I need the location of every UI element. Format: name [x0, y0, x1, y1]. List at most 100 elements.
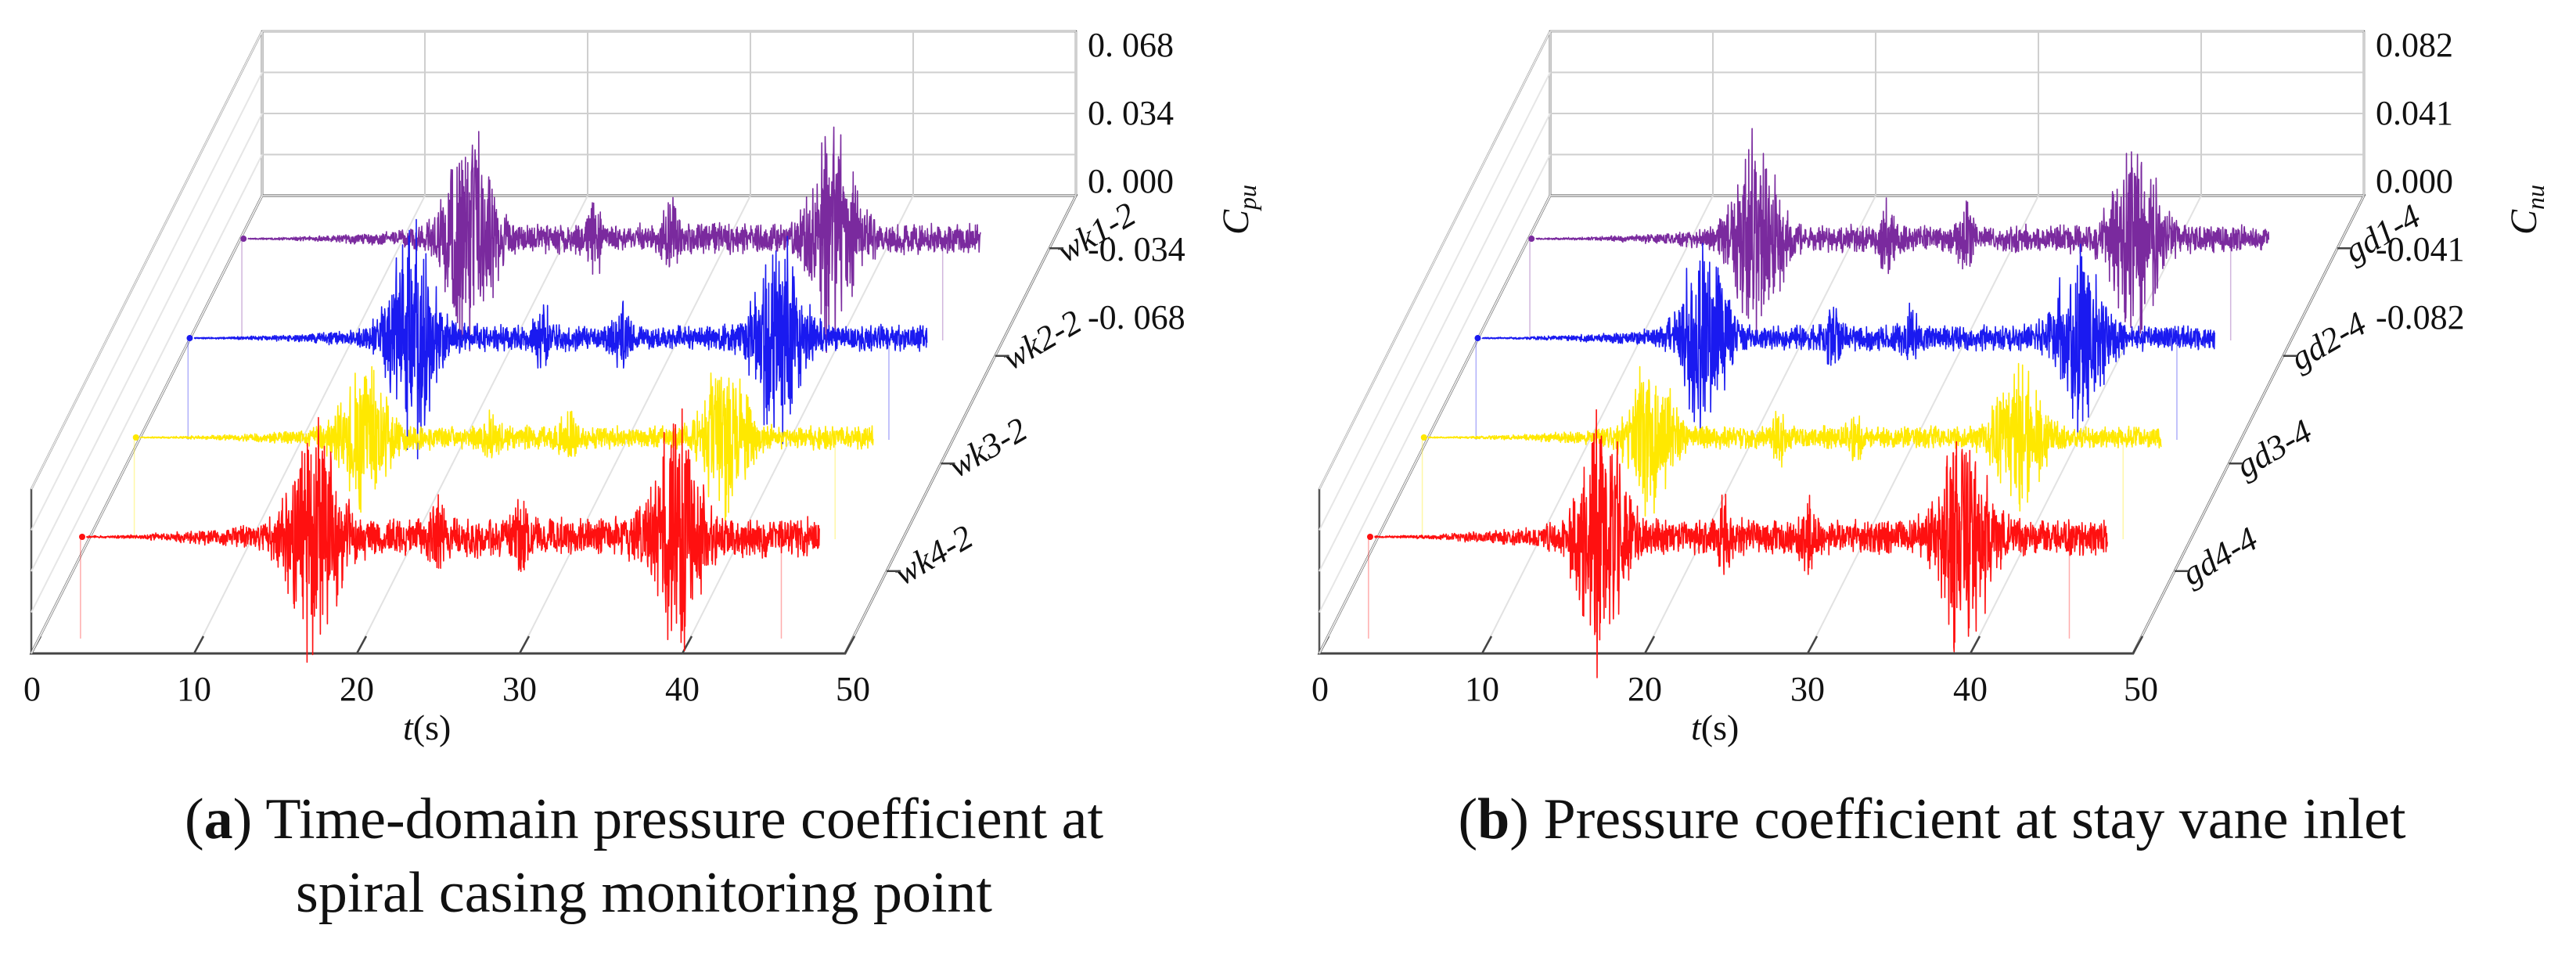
left-wall-gridline [1319, 113, 1551, 572]
series-line [139, 365, 874, 522]
z-tick-label: 0.041 [2376, 94, 2453, 132]
series-line [247, 126, 981, 353]
x-axis-label: t(s) [1691, 707, 1739, 747]
series-line [1535, 128, 2270, 336]
floor-gridline [1644, 195, 1876, 654]
x-axis-label-var: t [403, 707, 414, 747]
axes-frame [1317, 30, 2366, 655]
caption-a: (a) Time-domain pressure coefficient at … [0, 783, 1288, 930]
z-tick-label: 0.000 [2376, 162, 2453, 200]
x-tick-label: 50 [2124, 670, 2158, 708]
z-tick-label: -0. 034 [1088, 230, 1185, 268]
x-axis-label-unit: (s) [1701, 707, 1740, 747]
caption-b-text1: Pressure coefficient at stay vane inlet [1543, 787, 2406, 851]
x-tick-label: 0 [23, 670, 41, 708]
x-tick-mark [1480, 635, 1493, 654]
series-gd4-4 [1367, 409, 2108, 678]
left-wall-gridline [31, 195, 263, 654]
x-tick-label: 10 [177, 670, 211, 708]
left-wall-gridline [31, 154, 263, 613]
z-axis-label-main: C [2503, 209, 2545, 235]
x-tick-mark [1643, 635, 1656, 654]
series-wk4-2 [79, 408, 820, 663]
x-tick-label: 10 [1465, 670, 1499, 708]
floor-gridline [682, 195, 914, 654]
series-start-marker [1420, 434, 1427, 441]
series-wk1-2 [240, 126, 981, 353]
caption-a-line2: spiral casing monitoring point [296, 861, 992, 925]
panel-a: 0. 068 0. 034 0. 000 -0. 034 -0. 068 Cpu 0 10 20… [0, 26, 1288, 930]
x-tick-label: 30 [1790, 670, 1825, 708]
x-tick-label: 0 [1311, 670, 1329, 708]
series-label-gd3-4: gd3-4 [2229, 412, 2318, 485]
series-wk3-2 [132, 365, 874, 540]
z-axis-label-sub: nu [2521, 185, 2549, 210]
x-tick-mark [2132, 635, 2144, 654]
floor-gridline [1970, 195, 2202, 654]
z-axis-label-sub: pu [1233, 185, 1261, 211]
x-tick-mark [681, 635, 693, 654]
series-start-marker [1474, 335, 1481, 342]
floor-gridline [356, 195, 588, 654]
x-tick-label: 50 [836, 670, 870, 708]
series-start-marker [132, 434, 139, 441]
left-wall-gridline [1319, 72, 1551, 531]
caption-b-letter: b [1477, 787, 1510, 851]
caption-b-line1: (b) Pressure coefficient at stay vane in… [1458, 787, 2406, 851]
panel-b: 0.082 0.041 0.000 -0.041 -0.082 Cnu 0 10 20 30 40 5… [1288, 0, 2576, 961]
series-line [193, 218, 928, 459]
x-tick-mark [518, 635, 531, 654]
z-tick-label: 0. 000 [1088, 162, 1174, 200]
x-tick-label: 30 [502, 670, 537, 708]
z-tick-label: 0.082 [2376, 26, 2453, 64]
series-start-marker [79, 534, 85, 540]
z-tick-label: -0. 068 [1088, 298, 1185, 337]
series-line [1481, 243, 2216, 436]
x-axis-label-unit: (s) [413, 707, 452, 747]
floor-gridline [1481, 195, 1714, 654]
z-axis-label: Cnu [2503, 185, 2549, 235]
series-line [1427, 362, 2162, 517]
series-gd1-4 [1528, 128, 2270, 341]
series-label-gd4-4: gd4-4 [2175, 520, 2264, 593]
series-label-wk4-2: wk4-2 [887, 517, 980, 592]
series-start-marker [240, 236, 247, 243]
x-tick-mark [844, 635, 856, 654]
x-tick-label: 20 [340, 670, 374, 708]
left-wall-gridline [1319, 31, 1551, 490]
floor-gridline [1807, 195, 2039, 654]
left-wall-gridline [31, 31, 263, 490]
series-wk2-2 [186, 218, 928, 459]
series-line [85, 408, 820, 663]
x-axis-label-var: t [1691, 707, 1702, 747]
x-tick-label: 20 [1628, 670, 1662, 708]
series-label-wk2-2: wk2-2 [996, 302, 1088, 377]
floor-gridline [193, 195, 426, 654]
chart-b: 0.082 0.041 0.000 -0.041 -0.082 Cnu 0 10 20 30 40 5… [1311, 26, 2549, 747]
z-axis-label: Cpu [1215, 185, 1261, 235]
caption-a-text1: Time-domain pressure coefficient at [265, 787, 1104, 851]
x-tick-mark [1969, 635, 1981, 654]
left-wall-gridline [1319, 154, 1551, 613]
x-tick-label: 40 [665, 670, 700, 708]
chart-a: 0. 068 0. 034 0. 000 -0. 034 -0. 068 Cpu 0 10 20… [23, 26, 1261, 747]
z-tick-label: -0.082 [2376, 298, 2465, 337]
series-gd2-4 [1474, 243, 2216, 441]
axes-frame [29, 30, 1078, 655]
z-tick-label: 0. 034 [1088, 94, 1174, 132]
x-tick-mark [192, 635, 205, 654]
caption-a-letter: a [203, 787, 233, 851]
x-tick-mark [1806, 635, 1819, 654]
z-tick-label: -0.041 [2376, 230, 2465, 268]
left-wall-gridline [1319, 195, 1551, 654]
floor-gridline [519, 195, 751, 654]
z-axis-label-main: C [1215, 209, 1257, 235]
x-tick-mark [355, 635, 368, 654]
series-label-wk3-2: wk3-2 [941, 410, 1034, 485]
series-start-marker [1367, 534, 1373, 540]
series-label-gd2-4: gd2-4 [2284, 304, 2373, 378]
series-line [1374, 409, 2108, 678]
z-tick-label: 0. 068 [1088, 26, 1174, 64]
x-tick-label: 40 [1953, 670, 1988, 708]
left-wall-gridline [31, 72, 263, 531]
